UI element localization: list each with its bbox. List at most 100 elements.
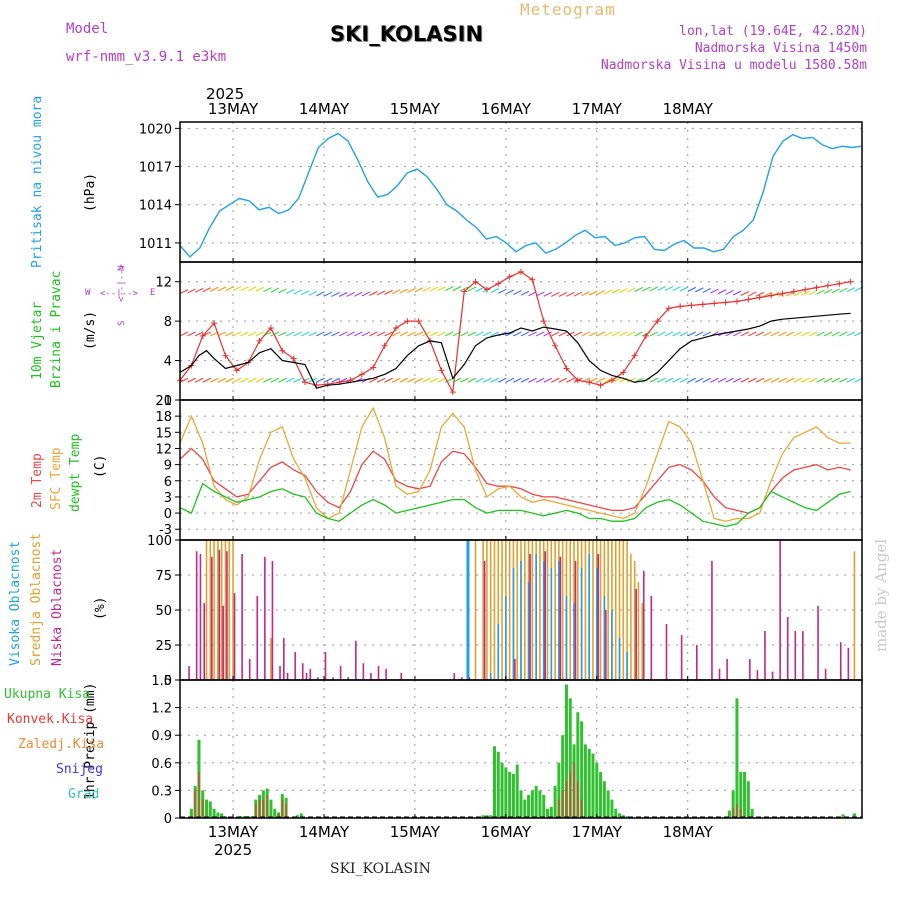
precip-total-bar xyxy=(618,813,622,818)
wind-barb xyxy=(566,291,575,297)
precip-total-bar xyxy=(614,808,618,818)
wind-barb xyxy=(217,286,227,292)
precip-conv-bar xyxy=(565,781,568,818)
precip-total-bar xyxy=(489,815,493,818)
wind-barb xyxy=(407,287,416,293)
precip-total-bar xyxy=(852,813,856,818)
wind-barb xyxy=(619,331,628,337)
wind-barb xyxy=(679,377,689,383)
wind-barb xyxy=(831,331,840,337)
precip-total-bar xyxy=(599,772,603,818)
date-label-bottom: 15MAY xyxy=(390,823,441,841)
wind-barb xyxy=(376,331,386,337)
wind-barb xyxy=(361,331,371,337)
wind-barb xyxy=(535,331,545,337)
wind-barb xyxy=(460,331,469,337)
wind-barb xyxy=(566,331,575,337)
wind-barb xyxy=(558,292,568,297)
wind-barb xyxy=(573,331,583,337)
precip-total-bar xyxy=(527,795,531,818)
y-tick-label: 6 xyxy=(164,475,172,490)
precip-total-bar xyxy=(205,799,209,818)
wind-barb xyxy=(475,287,484,292)
wind-barb xyxy=(725,331,734,337)
temp-2m-line xyxy=(179,447,851,514)
wind-barb xyxy=(513,331,522,337)
station-title: SKI_KOLASIN xyxy=(330,22,484,46)
wind-unit: (m/s) xyxy=(83,310,98,350)
wind-barb xyxy=(369,377,378,383)
wind-barb xyxy=(217,331,227,337)
precip-conv-bar xyxy=(558,799,560,818)
wind-barb xyxy=(505,377,515,383)
wind-barb xyxy=(823,377,833,383)
pressure-frame xyxy=(179,121,863,263)
wind-barb xyxy=(679,286,689,292)
wind-barb xyxy=(770,377,780,383)
date-label-top: 16MAY xyxy=(481,100,532,118)
wind-barb xyxy=(854,377,863,383)
wind-barb xyxy=(543,331,552,337)
wind-barb xyxy=(543,291,552,297)
wind-barb xyxy=(369,331,378,337)
wind-barb xyxy=(748,291,757,297)
precip-total-bar xyxy=(564,684,568,818)
precip-conv-bar xyxy=(739,808,742,818)
wind-barb xyxy=(717,289,727,295)
wind-barb xyxy=(331,331,340,337)
precip-total-bar xyxy=(273,808,277,818)
precip-conv-bar xyxy=(201,799,204,818)
compass-north: N xyxy=(117,265,127,271)
precip-conv-bar xyxy=(262,799,265,818)
wind-barb xyxy=(672,377,681,383)
wind-barb xyxy=(437,377,446,383)
wind-barb xyxy=(748,377,757,383)
y-tick-label: 0.3 xyxy=(151,784,172,799)
precip-conv-bar xyxy=(561,790,564,818)
wind-barb xyxy=(732,331,742,337)
wind-barb xyxy=(263,377,272,383)
wind-barb xyxy=(785,291,795,297)
wind-barb xyxy=(482,331,492,337)
precip-total-bar xyxy=(504,767,508,818)
date-label-bottom: 16MAY xyxy=(481,823,532,841)
precip-total-bar xyxy=(534,785,538,818)
wind-barb xyxy=(604,289,613,295)
date-label-top: 13MAY xyxy=(208,100,259,118)
legend-snow: Snijeg xyxy=(56,762,103,777)
wind-barb xyxy=(687,377,696,383)
wind-barb xyxy=(202,287,211,293)
wind-barb xyxy=(710,377,719,383)
precip-total-bar xyxy=(602,781,606,818)
precip-total-bar xyxy=(223,816,227,818)
wind-barb xyxy=(558,331,568,337)
wind-barb xyxy=(263,287,272,293)
precip-conv-bar xyxy=(258,799,261,818)
wind-barb xyxy=(316,331,325,337)
wind-barb xyxy=(695,287,704,293)
coordinates: lon,lat (19.64E, 42.82N) xyxy=(679,24,867,39)
wind-barb xyxy=(270,377,280,383)
precip-total-bar xyxy=(530,790,534,818)
precip-conv-bar xyxy=(281,799,284,818)
wind-barb xyxy=(543,377,552,383)
wind-barb xyxy=(338,292,348,297)
wind-barb xyxy=(490,331,499,337)
temp-dew-line xyxy=(179,482,851,528)
wind-barb xyxy=(376,377,386,383)
wind-barb xyxy=(187,377,196,383)
precip-total-bar xyxy=(610,799,614,818)
precip-conv-bar xyxy=(266,795,268,818)
precip-total-bar xyxy=(496,751,500,818)
pressure-unit: (hPa) xyxy=(83,172,98,212)
wind-barb xyxy=(558,377,568,383)
y-tick-label: 0 xyxy=(164,674,172,689)
wind-barb xyxy=(369,291,378,296)
wind-barb xyxy=(444,286,454,292)
wind-barb xyxy=(482,377,492,383)
wind-barb xyxy=(649,286,659,292)
precip-total-bar xyxy=(523,799,527,818)
model-label: Model xyxy=(66,21,109,37)
precip-total-bar xyxy=(750,808,754,818)
wind-barb xyxy=(384,377,393,383)
